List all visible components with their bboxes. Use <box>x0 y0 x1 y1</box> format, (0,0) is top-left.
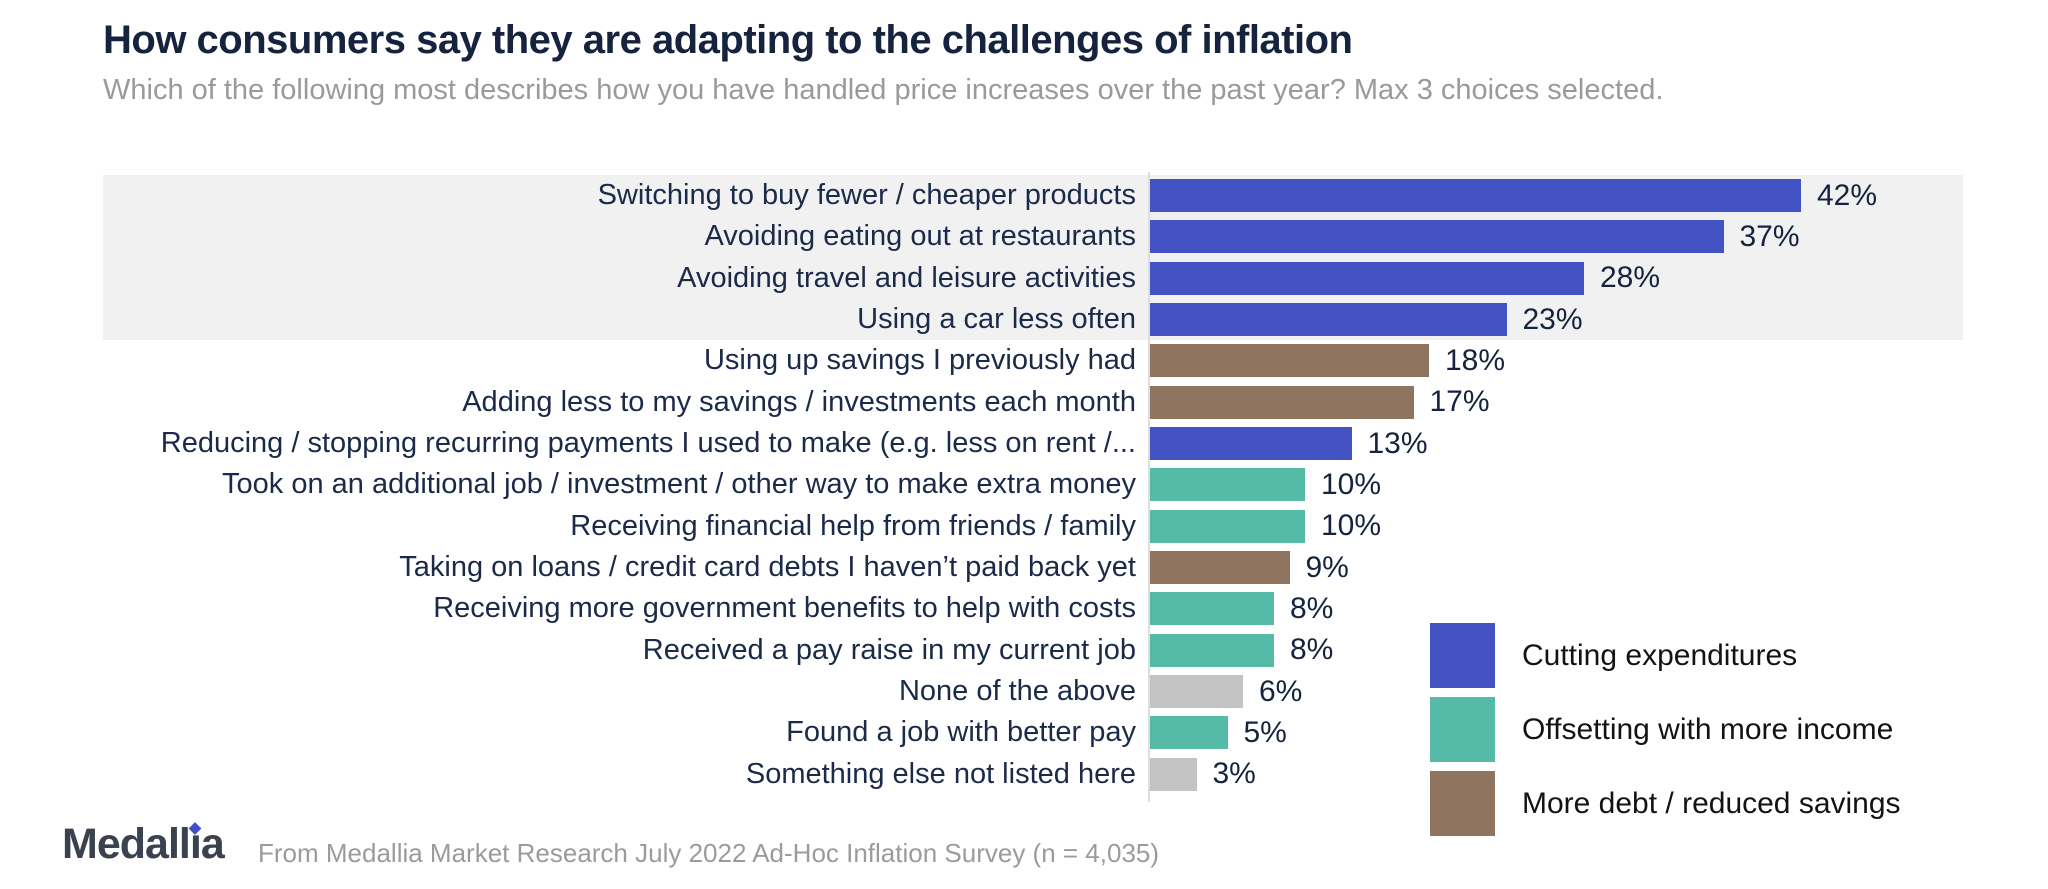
bar-track: 42% <box>1150 179 1963 213</box>
bar <box>1150 468 1305 502</box>
bar <box>1150 303 1507 337</box>
legend-item: Cutting expenditures <box>1430 623 1901 688</box>
bar-row: Avoiding eating out at restaurants 37% <box>103 216 1963 257</box>
bar-row: Receiving more government benefits to he… <box>103 588 1963 629</box>
category-label: Using up savings I previously had <box>703 344 1136 377</box>
bar <box>1150 551 1290 585</box>
source-note: From Medallia Market Research July 2022 … <box>258 838 1160 868</box>
value-label: 28% <box>1600 261 1661 295</box>
legend-item: More debt / reduced savings <box>1430 771 1901 836</box>
category-label: Took on an additional job / investment /… <box>222 468 1136 501</box>
bar-track: 28% <box>1150 261 1963 295</box>
value-label: 3% <box>1212 757 1256 791</box>
bar-row: Received a pay raise in my current job 8% <box>103 630 1963 671</box>
bar <box>1150 261 1584 295</box>
medallia-logo: Medallı a <box>62 820 225 868</box>
bar-track: 37% <box>1150 220 1963 254</box>
legend-swatch <box>1430 771 1495 836</box>
category-label: Taking on loans / credit card debts I ha… <box>399 551 1136 584</box>
bar-row: Took on an additional job / investment /… <box>103 464 1963 505</box>
bar-track: 6% <box>1150 675 1963 709</box>
category-label: Adding less to my savings / investments … <box>462 385 1136 418</box>
value-label: 17% <box>1429 385 1490 419</box>
chart-title: How consumers say they are adapting to t… <box>103 18 1353 62</box>
bar-track: 18% <box>1150 344 1963 378</box>
legend-label: Cutting expenditures <box>1522 638 1798 672</box>
legend-swatch <box>1430 697 1495 762</box>
bar-track: 3% <box>1150 757 1963 791</box>
category-label: Using a car less often <box>857 303 1136 336</box>
bar-row: Using a car less often 23% <box>103 299 1963 340</box>
bar-row: Taking on loans / credit card debts I ha… <box>103 547 1963 588</box>
logo-letter-i: ı <box>188 820 202 868</box>
bar-track: 17% <box>1150 385 1963 419</box>
category-label: None of the above <box>898 675 1136 708</box>
bar-row: None of the above 6% <box>103 671 1963 712</box>
bar-rows: Switching to buy fewer / cheaper product… <box>103 175 1963 795</box>
category-label: Reducing / stopping recurring payments I… <box>160 427 1136 460</box>
bar-row: Switching to buy fewer / cheaper product… <box>103 175 1963 216</box>
category-label: Avoiding travel and leisure activities <box>677 261 1136 294</box>
bar-track: 23% <box>1150 303 1963 337</box>
bar <box>1150 385 1414 419</box>
category-label: Avoiding eating out at restaurants <box>704 220 1136 253</box>
value-label: 5% <box>1243 715 1287 749</box>
value-label: 18% <box>1445 343 1506 377</box>
bar <box>1150 220 1724 254</box>
legend-label: More debt / reduced savings <box>1522 786 1901 820</box>
bar <box>1150 344 1429 378</box>
bar <box>1150 427 1352 461</box>
bar-row: Using up savings I previously had 18% <box>103 340 1963 381</box>
value-label: 42% <box>1817 178 1878 212</box>
bar <box>1150 757 1197 791</box>
value-label: 9% <box>1305 550 1349 584</box>
value-label: 10% <box>1321 509 1382 543</box>
value-label: 8% <box>1290 591 1334 625</box>
value-label: 8% <box>1290 633 1334 667</box>
value-label: 10% <box>1321 467 1382 501</box>
bar-track: 9% <box>1150 551 1963 585</box>
bar <box>1150 716 1228 750</box>
legend-swatch <box>1430 623 1495 688</box>
category-label: Receiving more government benefits to he… <box>433 592 1136 625</box>
bar <box>1150 179 1801 213</box>
value-label: 6% <box>1259 674 1303 708</box>
bar-track: 13% <box>1150 427 1963 461</box>
bar-track: 8% <box>1150 633 1963 667</box>
legend-label: Offsetting with more income <box>1522 712 1894 746</box>
chart-subtitle: Which of the following most describes ho… <box>103 74 1664 106</box>
bar-track: 8% <box>1150 592 1963 626</box>
bar-row: Something else not listed here 3% <box>103 754 1963 795</box>
category-label: Received a pay raise in my current job <box>642 633 1136 666</box>
value-label: 13% <box>1367 426 1428 460</box>
bar-row: Avoiding travel and leisure activities 28… <box>103 258 1963 299</box>
bar <box>1150 592 1274 626</box>
category-label: Receiving financial help from friends / … <box>570 509 1136 542</box>
bar-track: 10% <box>1150 468 1963 502</box>
bar <box>1150 675 1243 709</box>
bar <box>1150 509 1305 543</box>
legend: Cutting expenditures Offsetting with more… <box>1430 623 1901 836</box>
bar-track: 5% <box>1150 716 1963 750</box>
value-label: 37% <box>1739 219 1800 253</box>
logo-i-dot <box>188 822 202 835</box>
category-label: Found a job with better pay <box>786 716 1136 749</box>
bar <box>1150 633 1274 667</box>
bar-row: Receiving financial help from friends / … <box>103 506 1963 547</box>
bar-track: 10% <box>1150 509 1963 543</box>
bar-row: Reducing / stopping recurring payments I… <box>103 423 1963 464</box>
category-label: Switching to buy fewer / cheaper product… <box>597 179 1136 212</box>
legend-item: Offsetting with more income <box>1430 697 1901 762</box>
baseline-axis <box>1148 172 1150 802</box>
value-label: 23% <box>1522 302 1583 336</box>
bar-row: Found a job with better pay 5% <box>103 712 1963 753</box>
bar-row: Adding less to my savings / investments … <box>103 382 1963 423</box>
category-label: Something else not listed here <box>745 757 1136 790</box>
horizontal-bar-chart: Switching to buy fewer / cheaper product… <box>103 172 1963 836</box>
